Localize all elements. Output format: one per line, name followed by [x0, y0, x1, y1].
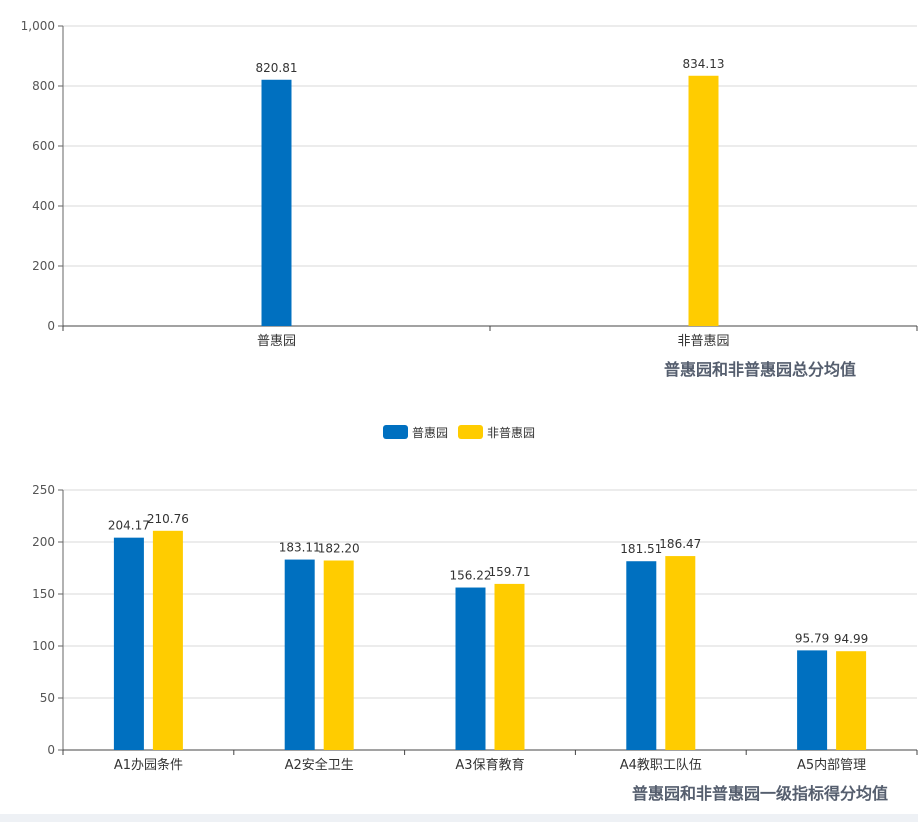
total-y-tick-label: 400 [32, 199, 55, 213]
data-label-indicator: 183.11 [279, 541, 321, 555]
primary-indicator-chart-title: 普惠园和非普惠园一级指标得分均值 [631, 784, 888, 803]
total-y-tick-label: 0 [47, 319, 55, 333]
data-label-total: 834.13 [683, 57, 725, 71]
total-score-bar-chart: 0 200 400 600 800 1,000 820.81 普惠园 834.13 非普惠园 [21, 19, 918, 349]
x-category-label: A2安全卫生 [285, 757, 354, 773]
total-y-tick-label: 800 [32, 79, 55, 93]
data-label-indicator: 159.71 [489, 565, 531, 579]
indicator-y-tick-label: 150 [32, 587, 55, 601]
data-label-indicator: 182.20 [318, 542, 360, 556]
x-category-label: A4教职工队伍 [620, 757, 702, 773]
x-category-label: A3保育教育 [455, 757, 524, 773]
indicator-y-tick-label: 250 [32, 483, 55, 497]
indicator-y-tick-label: 100 [32, 639, 55, 653]
total-y-tick-label: 200 [32, 259, 55, 273]
data-label-total: 820.81 [256, 61, 298, 75]
data-label-indicator: 156.22 [450, 569, 492, 583]
data-label-indicator: 94.99 [834, 632, 868, 646]
x-category-label: A5内部管理 [797, 757, 866, 773]
x-category-label: 普惠园 [257, 334, 296, 349]
x-category-label: A1办园条件 [114, 757, 183, 773]
bar-puhui-a3 [455, 587, 486, 750]
bar-non-puhui-a1 [152, 530, 183, 750]
bar-non-puhui-total [688, 75, 719, 326]
bar-puhui-a4 [626, 561, 657, 750]
legend-label-non-puhui: 非普惠园 [487, 425, 536, 440]
primary-indicator-bar-chart: 050100150200250204.17210.76A1办园条件183.111… [32, 483, 918, 773]
total-y-tick-label: 1,000 [21, 19, 55, 33]
bar-puhui-a5 [797, 650, 828, 750]
bar-non-puhui-a2 [323, 560, 354, 750]
data-label-indicator: 95.79 [795, 631, 829, 645]
bar-non-puhui-a3 [494, 583, 525, 750]
legend-item-non-puhui[interactable]: 非普惠园 [458, 424, 535, 441]
bar-non-puhui-a4 [665, 556, 696, 750]
indicator-y-tick-label: 200 [32, 535, 55, 549]
bar-non-puhui-a5 [836, 651, 867, 750]
data-label-indicator: 181.51 [620, 542, 662, 556]
data-label-indicator: 186.47 [659, 537, 701, 551]
bar-puhui-a1 [113, 537, 144, 750]
x-category-label: 非普惠园 [677, 334, 729, 349]
indicator-y-tick-label: 0 [47, 743, 55, 757]
bar-puhui-a2 [284, 559, 315, 750]
indicator-y-tick-label: 50 [40, 691, 55, 705]
total-y-tick-label: 600 [32, 139, 55, 153]
legend-swatch-puhui [382, 425, 408, 439]
legend: 普惠园 非普惠园 [0, 423, 918, 441]
bar-puhui-total [261, 79, 292, 326]
data-label-indicator: 204.17 [108, 519, 150, 533]
page-footer-strip [0, 814, 918, 822]
legend-item-puhui[interactable]: 普惠园 [382, 424, 448, 441]
legend-swatch-non-puhui [458, 425, 483, 439]
legend-label-puhui: 普惠园 [411, 425, 448, 440]
data-label-indicator: 210.76 [147, 512, 189, 526]
total-score-chart-title: 普惠园和非普惠园总分均值 [663, 360, 856, 379]
